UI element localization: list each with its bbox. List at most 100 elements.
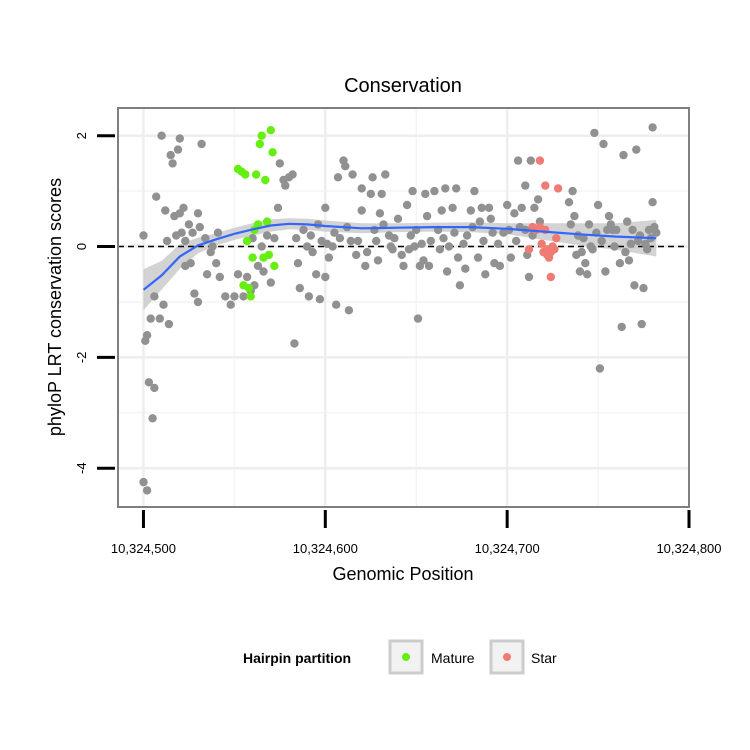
data-point [466, 206, 475, 215]
data-point [448, 203, 457, 212]
plot-area [117, 107, 690, 508]
data-point [304, 292, 314, 301]
data-point [266, 278, 275, 287]
data-point-mature [242, 236, 252, 246]
data-point [601, 267, 610, 276]
data-point-star [537, 239, 546, 248]
data-point [315, 295, 325, 304]
data-point [330, 228, 339, 237]
data-point [526, 156, 535, 165]
data-point [381, 170, 390, 179]
data-point [341, 162, 350, 171]
data-point [373, 256, 383, 265]
data-point [430, 186, 439, 196]
data-point [452, 184, 461, 193]
data-point [293, 259, 303, 268]
data-point [610, 242, 619, 251]
data-point [366, 189, 375, 199]
data-point [344, 306, 354, 315]
data-point [628, 225, 637, 235]
data-point [617, 322, 626, 332]
data-point [142, 331, 152, 340]
x-axis-label: Genomic Position [332, 564, 473, 584]
data-point [488, 228, 497, 237]
y-axis: -4 -2 0 2 [74, 132, 115, 474]
data-point [270, 234, 279, 243]
data-point [144, 378, 154, 387]
data-point [626, 239, 635, 248]
data-point [208, 242, 217, 251]
data-point-star [552, 234, 561, 243]
data-point [630, 281, 639, 290]
chart-title: Conservation [344, 75, 462, 97]
legend-swatch-mature [402, 653, 410, 661]
data-point [575, 267, 585, 276]
data-point [295, 283, 304, 293]
data-point [152, 192, 161, 201]
data-point [413, 314, 423, 323]
data-point [201, 234, 210, 243]
data-point [588, 245, 597, 254]
data-point [213, 228, 223, 237]
data-point [328, 242, 337, 251]
data-point [321, 203, 330, 212]
data-point-mature [262, 217, 272, 226]
data-point [346, 236, 355, 246]
x-tick-label: 10,324,500 [111, 541, 176, 556]
data-point [348, 170, 357, 179]
data-point [186, 259, 195, 268]
data-point [570, 211, 579, 221]
data-point [357, 184, 366, 193]
data-point [512, 236, 521, 246]
data-point [619, 150, 628, 160]
data-point-star [550, 245, 559, 254]
data-point [226, 300, 235, 309]
data-point [302, 242, 312, 251]
data-point [577, 247, 586, 257]
data-point [481, 270, 490, 279]
data-point [215, 272, 224, 282]
data-point [179, 203, 188, 212]
data-point [484, 203, 494, 212]
data-point [375, 209, 385, 218]
data-point [253, 261, 263, 271]
data-point [521, 181, 530, 190]
data-point-mature [253, 220, 263, 229]
y-tick-label: -4 [74, 462, 89, 474]
data-point [568, 186, 577, 196]
data-point [453, 253, 463, 262]
data-point [564, 198, 574, 207]
data-point [399, 261, 408, 271]
legend-label-mature: Mature [431, 650, 475, 666]
data-point [308, 247, 317, 257]
data-point [441, 184, 450, 193]
data-point [517, 203, 526, 212]
data-point [162, 236, 172, 246]
data-point [155, 314, 164, 323]
data-point [299, 225, 308, 235]
data-point [390, 234, 399, 243]
data-point [197, 139, 206, 149]
data-point [335, 234, 345, 243]
data-point [461, 264, 470, 273]
data-point [506, 253, 515, 262]
data-point [146, 314, 155, 323]
data-point [579, 234, 588, 243]
x-tick-label: 10,324,600 [293, 541, 358, 556]
data-point [473, 253, 483, 262]
data-point-mature [246, 292, 255, 301]
data-point [184, 220, 194, 229]
data-point [212, 259, 221, 268]
data-point [612, 225, 621, 235]
data-point [393, 214, 403, 223]
data-point [193, 209, 203, 218]
data-point [632, 145, 641, 154]
data-point [402, 200, 412, 210]
data-point [486, 214, 495, 223]
plot-background [118, 108, 689, 507]
data-point [312, 270, 321, 279]
data-point [584, 220, 594, 229]
data-point [533, 195, 543, 204]
data-point [221, 292, 230, 301]
data-point [495, 261, 505, 271]
